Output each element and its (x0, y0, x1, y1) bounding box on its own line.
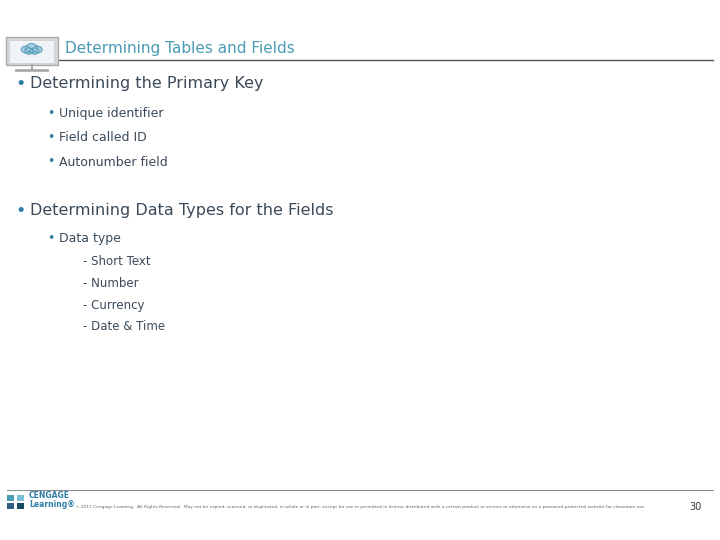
Text: CENGAGE: CENGAGE (29, 490, 70, 500)
Text: - Date & Time: - Date & Time (83, 320, 165, 333)
Text: Field called ID: Field called ID (59, 131, 147, 144)
Text: Determining Tables and Fields: Determining Tables and Fields (65, 42, 294, 56)
Text: Unique identifier: Unique identifier (59, 107, 163, 120)
Text: - Currency: - Currency (83, 299, 144, 312)
FancyBboxPatch shape (17, 495, 24, 501)
Text: •: • (47, 232, 54, 245)
Text: Determining the Primary Key: Determining the Primary Key (30, 76, 264, 91)
Text: - Short Text: - Short Text (83, 255, 150, 268)
Text: Data type: Data type (59, 232, 121, 245)
Text: •: • (16, 201, 26, 220)
Text: 30: 30 (690, 502, 702, 511)
Text: © 2017 Cengage Learning.  All Rights Reserved.  May not be copied, scanned, or d: © 2017 Cengage Learning. All Rights Rese… (75, 505, 645, 509)
Circle shape (33, 46, 42, 53)
FancyBboxPatch shape (17, 503, 24, 509)
Circle shape (22, 46, 30, 53)
Text: Determining Data Types for the Fields: Determining Data Types for the Fields (30, 203, 334, 218)
Text: Learning®: Learning® (29, 500, 75, 509)
Circle shape (30, 48, 39, 54)
Text: •: • (16, 75, 26, 93)
Text: - Number: - Number (83, 277, 138, 290)
Text: •: • (47, 131, 54, 144)
FancyBboxPatch shape (7, 503, 14, 509)
FancyBboxPatch shape (9, 40, 54, 63)
FancyBboxPatch shape (6, 37, 58, 65)
Circle shape (26, 44, 37, 52)
Text: Autonumber field: Autonumber field (59, 156, 168, 168)
Text: •: • (47, 107, 54, 120)
Circle shape (24, 48, 33, 54)
FancyBboxPatch shape (7, 495, 14, 501)
Text: •: • (47, 156, 54, 168)
